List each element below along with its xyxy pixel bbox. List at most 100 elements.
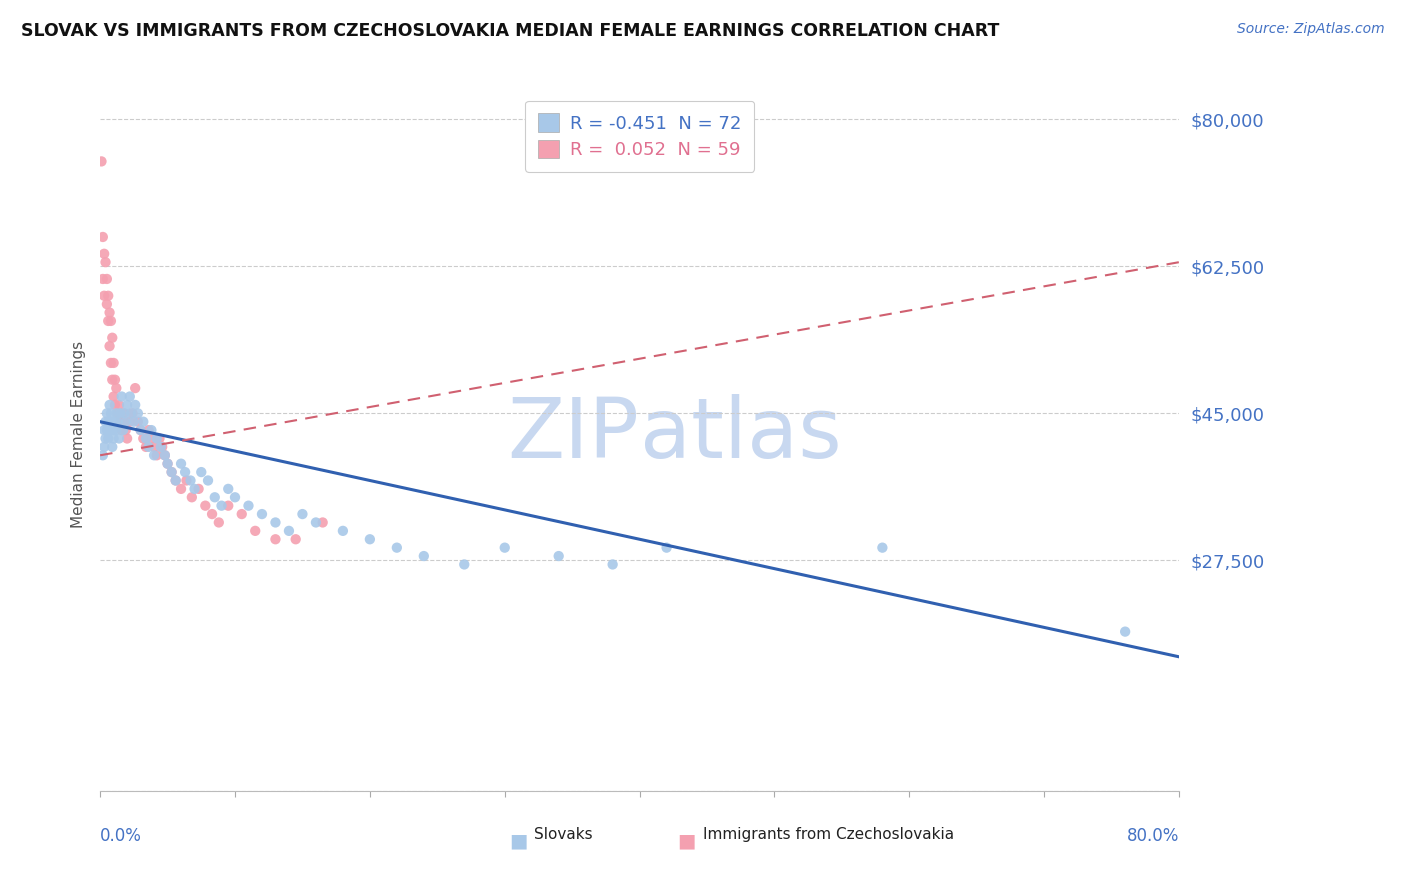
Point [103,432,125,446]
Text: ZIP: ZIP [508,393,640,475]
Text: 80.0%: 80.0% [1126,827,1180,845]
Point [103,423,125,437]
Point [124,381,146,395]
Point [148,432,170,446]
Point [100,314,122,328]
Point [97,314,120,328]
Point [211,499,233,513]
Point [97,432,120,446]
Text: 0.0%: 0.0% [100,827,142,845]
Point [98,305,121,319]
Point [143,448,166,462]
Point [179,474,201,488]
Point [100,423,122,437]
Point [264,516,287,530]
Point [138,440,160,454]
Point [93,423,115,437]
Point [165,474,187,488]
Point [208,516,231,530]
Point [100,356,122,370]
Legend: R = -0.451  N = 72, R =  0.052  N = 59: R = -0.451 N = 72, R = 0.052 N = 59 [524,101,754,172]
Point [129,423,152,437]
Point [132,415,155,429]
Point [120,406,142,420]
Point [107,406,129,420]
Point [108,398,131,412]
Point [655,541,678,555]
Point [124,398,146,412]
Point [146,432,169,446]
Point [135,440,157,454]
Text: Source: ZipAtlas.com: Source: ZipAtlas.com [1237,22,1385,37]
Point [101,331,124,345]
Point [93,246,115,260]
Point [250,507,273,521]
Point [96,406,118,420]
Point [1114,624,1136,639]
Text: ■: ■ [509,831,527,850]
Point [149,440,172,454]
Point [118,390,141,404]
Point [98,415,121,429]
Point [103,390,125,404]
Point [94,432,117,446]
Point [183,482,205,496]
Point [101,440,124,454]
Point [305,516,328,530]
Point [94,415,117,429]
Point [114,415,136,429]
Point [110,415,132,429]
Point [217,482,239,496]
Point [127,415,149,429]
Point [112,415,135,429]
Point [412,549,434,563]
Point [90,154,112,169]
Point [160,465,183,479]
Point [101,373,124,387]
Point [494,541,516,555]
Point [105,406,128,420]
Point [96,423,118,437]
Point [194,499,217,513]
Point [143,440,166,454]
Text: SLOVAK VS IMMIGRANTS FROM CZECHOSLOVAKIA MEDIAN FEMALE EARNINGS CORRELATION CHAR: SLOVAK VS IMMIGRANTS FROM CZECHOSLOVAKIA… [21,22,1000,40]
Point [224,490,246,504]
Point [104,373,127,387]
Point [150,440,173,454]
Point [204,490,226,504]
Point [132,432,155,446]
Point [197,474,219,488]
Point [101,415,124,429]
Point [176,474,198,488]
Point [98,398,121,412]
Point [114,423,136,437]
Point [359,533,381,547]
Point [284,533,307,547]
Point [97,289,120,303]
Point [160,465,183,479]
Point [118,415,141,429]
Point [96,297,118,311]
Point [122,415,145,429]
Point [127,406,149,420]
Point [115,432,138,446]
Point [245,524,267,538]
Point [138,423,160,437]
Point [264,533,287,547]
Point [121,406,143,420]
Point [91,448,114,462]
Point [153,448,176,462]
Point [98,339,121,353]
Point [112,406,135,420]
Point [141,423,163,437]
Point [104,398,127,412]
Point [180,490,202,504]
Text: Slovaks: Slovaks [534,827,593,842]
Point [170,457,193,471]
Point [231,507,253,521]
Point [105,423,128,437]
Point [602,558,624,572]
Point [174,465,197,479]
Point [141,432,163,446]
Point [93,440,115,454]
